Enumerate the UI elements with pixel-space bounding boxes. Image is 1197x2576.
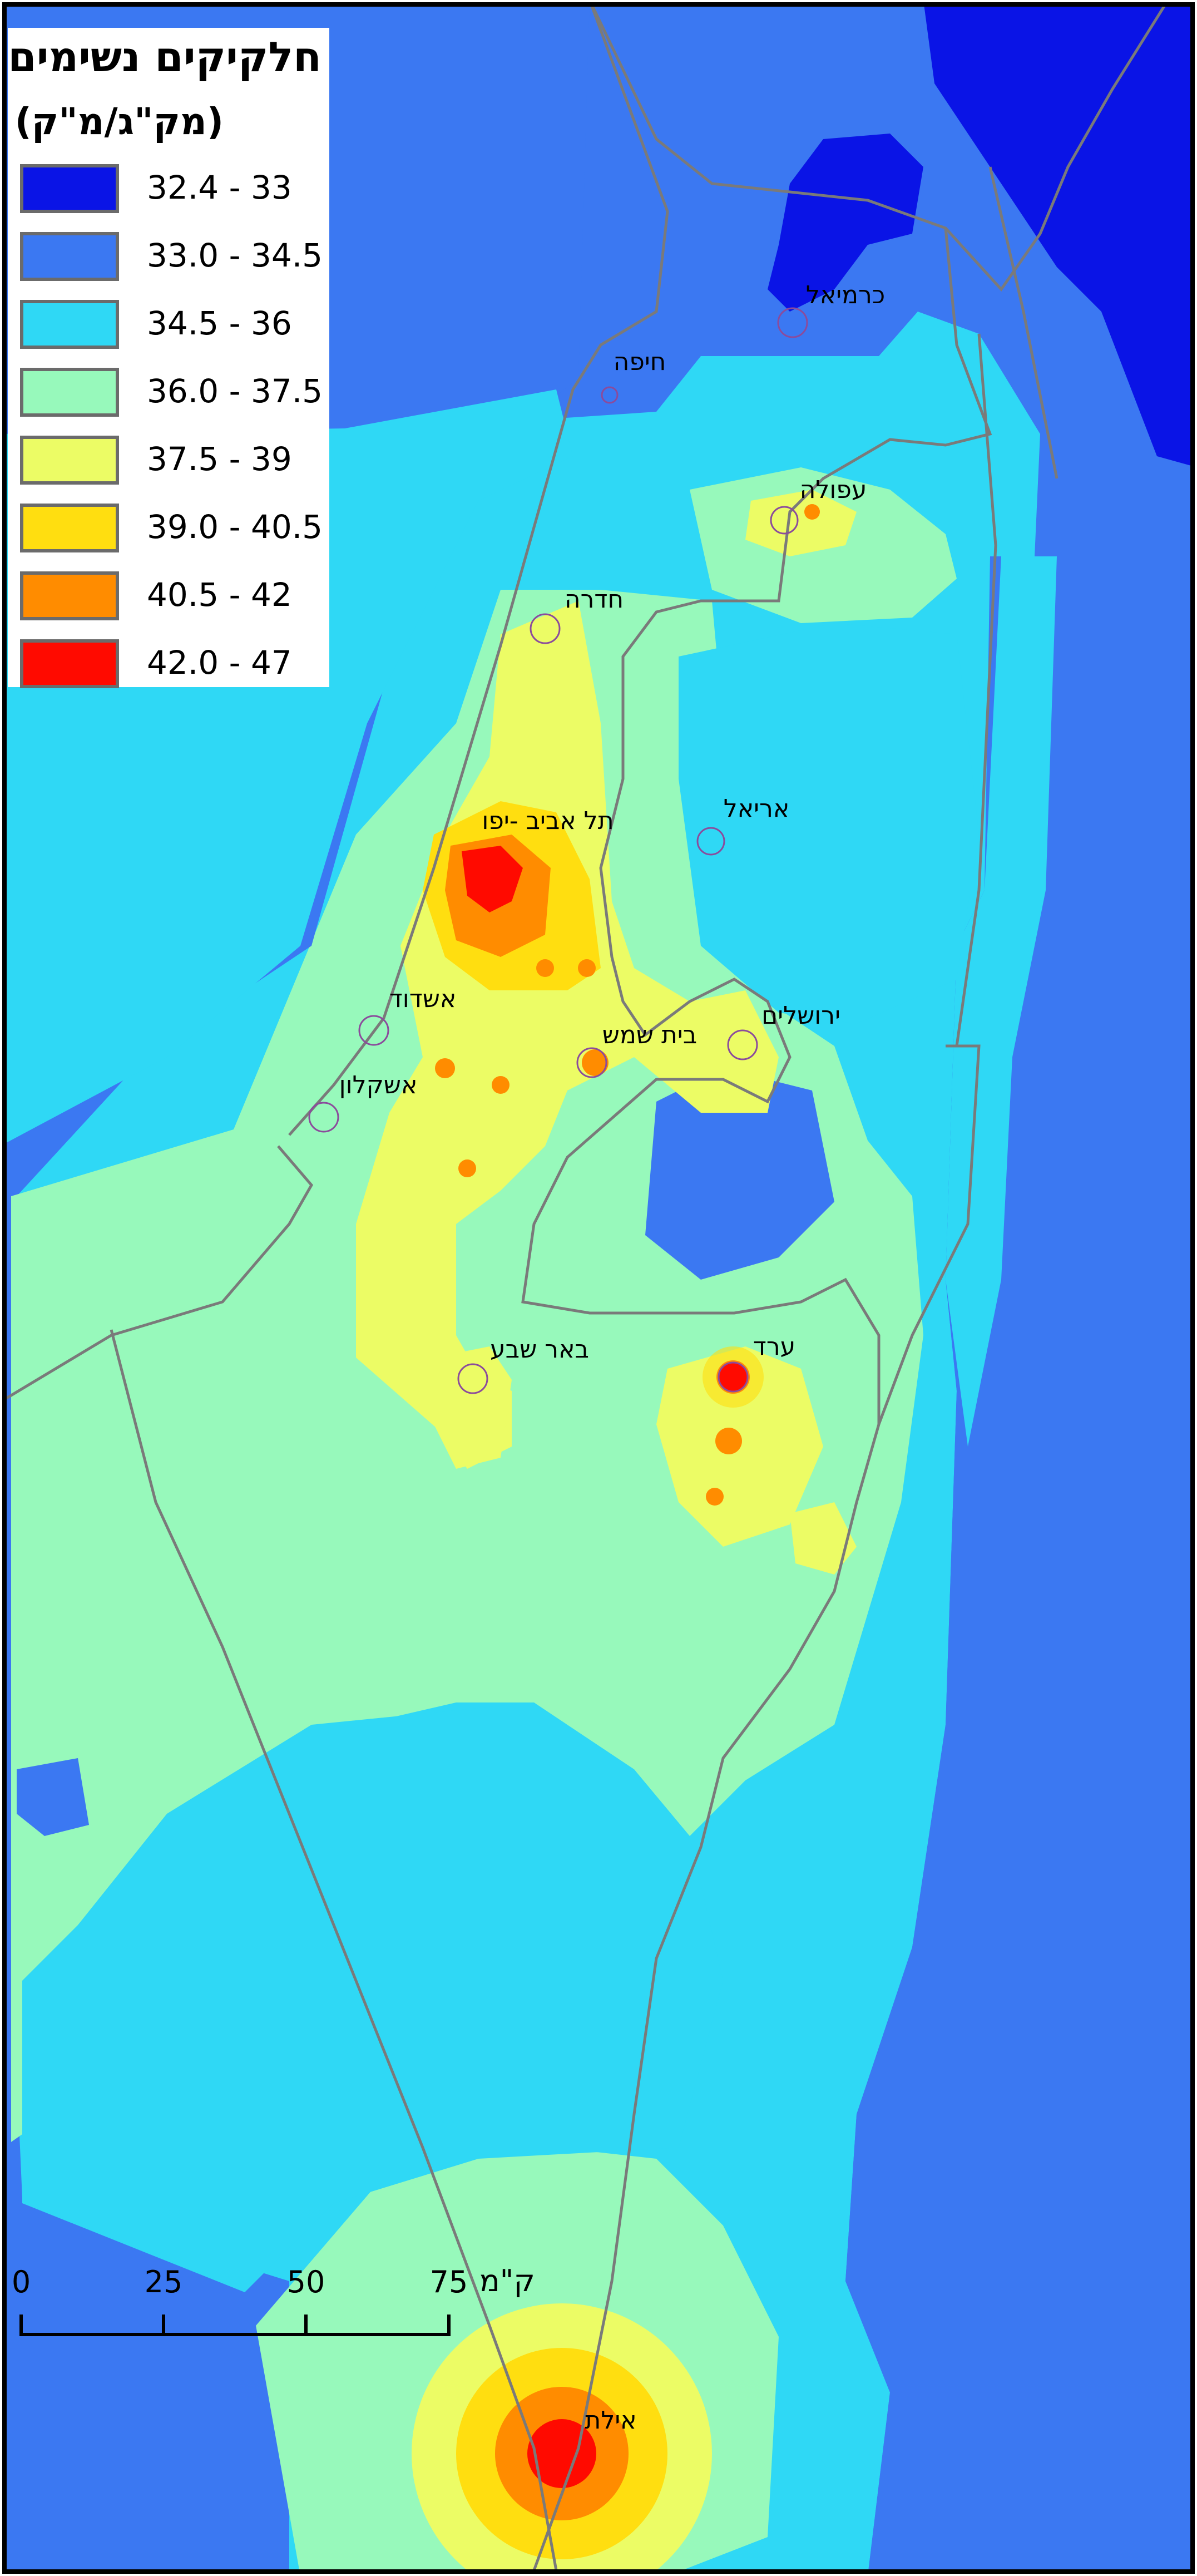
scale-bar-unit: ק"מ [479,2263,535,2298]
legend-label: 36.0 - 37.5 [147,372,323,410]
scale-bar-tick-label: 0 [11,2264,31,2299]
legend-swatch [20,164,119,213]
zone-33-34.5-lake [17,1758,89,1836]
hotspots [435,504,820,1506]
legend-label: 34.5 - 36 [147,304,292,342]
legend-item: 37.5 - 39 [20,436,320,489]
zone-32.4-33-north [768,134,923,312]
city-label-ashdod: אשדוד [389,985,457,1013]
city-label-eilat: אילת [585,2406,637,2435]
legend-swatch [20,300,119,349]
zone-34.5-36-south-west [22,1702,723,2292]
border-lines [4,4,1167,2571]
legend-swatch [20,368,119,417]
scale-bar [19,2315,451,2336]
zone-34.5-36-samaria [679,623,979,1024]
legend-label: 32.4 - 33 [147,169,292,206]
scale-bar-tick-label: 25 [144,2264,183,2299]
zone-37.5-39-central [356,601,779,1469]
city-markers [308,307,808,1394]
city-label-hadera: חדרה [564,585,624,614]
city-label-beer-sheva: באר שבע [490,1335,589,1364]
zone-37.5-39-beersheva [434,1346,512,1469]
legend-label: 42.0 - 47 [147,644,292,682]
zone-37.5-39-afula [745,490,857,556]
legend: חלקיקים נשימים (מק"ג/מ"ק) 32.4 - 33 33.0 … [8,28,329,688]
scale-bar-tick-label: 50 [286,2264,325,2299]
zone-34.5-36-jordan [946,556,1057,1447]
legend-swatch [20,571,119,620]
legend-item: 39.0 - 40.5 [20,504,323,557]
city-label-arad: ערד [753,1333,796,1361]
legend-swatch [20,436,119,485]
legend-label: 33.0 - 34.5 [147,236,323,274]
legend-swatch [20,639,119,688]
city-label-afula: עפולה [799,476,867,504]
scale-bar-tick-label: 75 [429,2264,468,2299]
legend-swatch [20,504,119,552]
legend-item: 42.0 - 47 [20,639,320,693]
legend-item: 33.0 - 34.5 [20,232,323,285]
eilat-hotspot [412,2303,712,2572]
city-label-karmiel: כרמיאל [805,281,886,309]
legend-item: 34.5 - 36 [20,300,320,353]
legend-item: 40.5 - 42 [20,571,320,625]
legend-swatch [20,232,119,281]
legend-label: 37.5 - 39 [147,440,292,478]
city-label-ashkelon: אשקלון [339,1071,418,1099]
city-label-ariel: אריאל [723,794,790,823]
city-label-tel-aviv: תל אביב -יפו [482,807,614,835]
zone-42-47-telaviv [462,846,523,912]
zone-33-34.5-east [845,556,1193,2572]
zone-33-34.5-jerusalem-hills [645,1068,834,1280]
legend-label: 40.5 - 42 [147,576,292,614]
legend-item: 32.4 - 33 [20,164,320,218]
legend-title: חלקיקים נשימים [8,33,321,81]
legend-label: 39.0 - 40.5 [147,508,323,546]
legend-unit: (מק"ג/מ"ק) [14,100,224,143]
legend-item: 36.0 - 37.5 [20,368,323,421]
zone-32.4-33-northeast [924,4,1193,466]
city-label-beit-shemesh: בית שמש [602,1021,698,1049]
city-label-jerusalem: ירושלים [761,1001,840,1030]
zone-37.5-39-deadsea [790,1502,857,1575]
city-label-haifa: חיפה [613,348,666,376]
